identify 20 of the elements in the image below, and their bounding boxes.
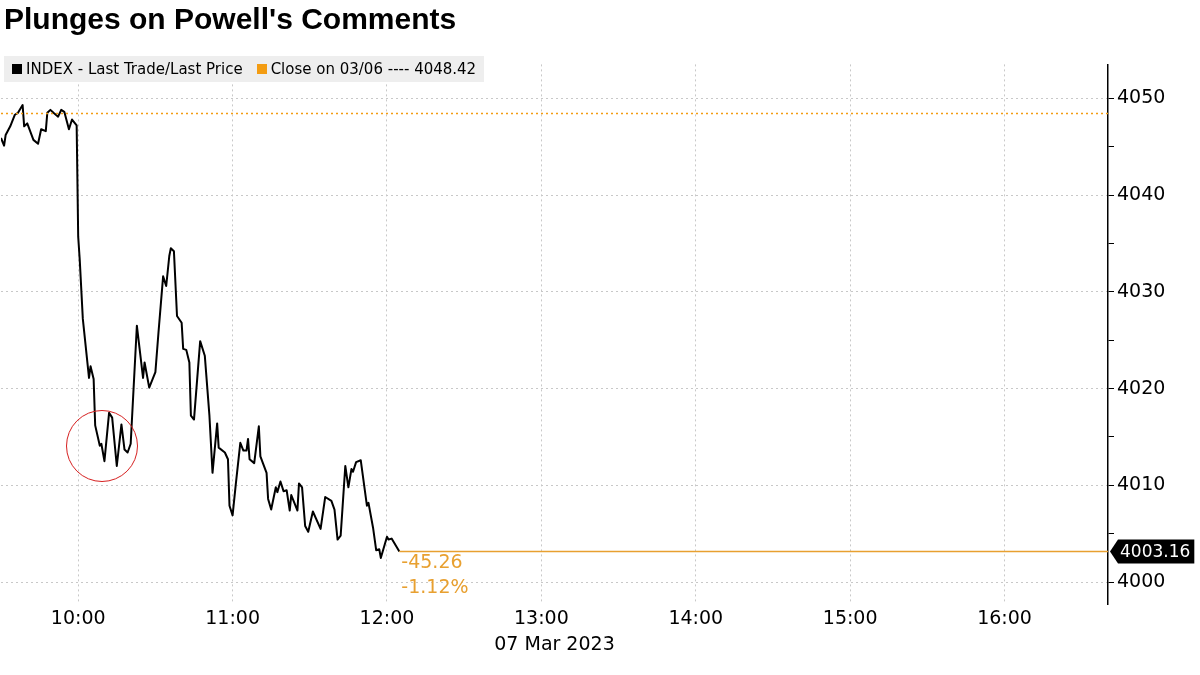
x-axis-title: 07 Mar 2023 bbox=[494, 631, 615, 654]
y-tick-label: 4030 bbox=[1117, 278, 1166, 301]
legend-label: Close on 03/06 ---- 4048.42 bbox=[270, 60, 477, 78]
x-tick-label: 13:00 bbox=[513, 605, 569, 628]
x-tick-label: 16:00 bbox=[977, 605, 1032, 628]
legend-label: INDEX - Last Trade/Last Price bbox=[26, 60, 243, 78]
x-tick-label: 12:00 bbox=[359, 605, 415, 628]
y-tick-label: 4020 bbox=[1117, 375, 1166, 398]
annotation: -1.12% bbox=[401, 575, 469, 597]
y-tick-label: 4050 bbox=[1117, 85, 1166, 108]
y-tick-label: 4010 bbox=[1117, 472, 1166, 495]
x-tick-label: 10:00 bbox=[50, 605, 106, 628]
y-tick-label: 4040 bbox=[1117, 181, 1166, 204]
annotation: -45.26 bbox=[401, 550, 463, 572]
x-tick-label: 14:00 bbox=[668, 605, 724, 628]
chart-title: Plunges on Powell's Comments bbox=[4, 2, 457, 36]
ref-line-label: 4003.16 bbox=[1120, 540, 1191, 561]
y-tick-label: 4000 bbox=[1117, 569, 1166, 592]
x-tick-label: 15:00 bbox=[822, 605, 878, 628]
x-tick-label: 11:00 bbox=[205, 605, 260, 628]
